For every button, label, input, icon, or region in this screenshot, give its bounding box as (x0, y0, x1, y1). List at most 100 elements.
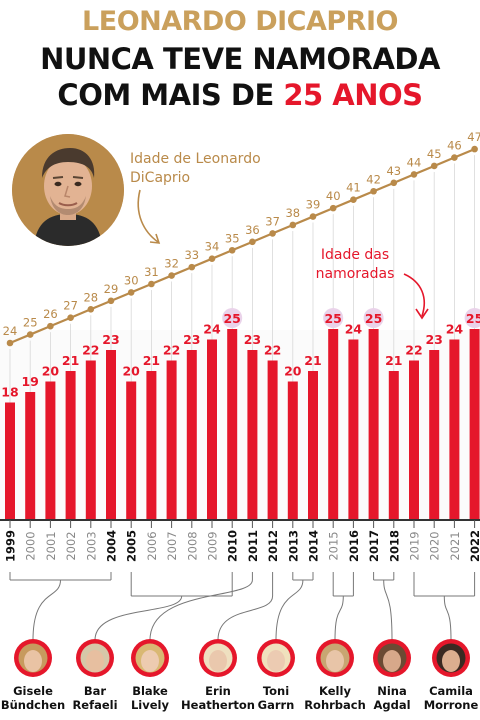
girlfriend-age-label: 22 (264, 343, 281, 358)
leo-age-label: 41 (346, 181, 361, 195)
girlfriend-age-bar (207, 339, 217, 520)
leo-age-label: 36 (245, 223, 260, 237)
kelly-avatar-face (326, 650, 344, 672)
girlfriend-age-bar (267, 360, 278, 520)
x-tick-label: 2004 (105, 530, 119, 562)
girlfriend-age-label: 22 (405, 343, 422, 358)
leo-age-point (6, 339, 14, 347)
leo-age-point (410, 171, 418, 178)
leo-age-point (329, 204, 337, 212)
x-tick-label: 2009 (206, 531, 220, 560)
leo-annotation-arrow (137, 189, 159, 243)
girlfriend-age-label: 20 (42, 364, 60, 379)
leo-age-label: 33 (184, 248, 199, 262)
girlfriend-age-label: 22 (163, 343, 180, 358)
connector-line (383, 579, 393, 641)
headline-line-3: COM MAIS DE 25 ANOS (0, 78, 480, 112)
x-tick-label: 2005 (125, 530, 139, 562)
leo-age-point (148, 280, 155, 288)
x-tick-label: 2015 (327, 531, 341, 560)
girlfriend-age-label: 25 (466, 311, 480, 326)
girlfriend-age-label: 25 (324, 311, 341, 326)
nina-avatar-face (383, 650, 401, 672)
girlfriend-annotation-arrow (403, 273, 426, 317)
leo-age-label: 31 (144, 265, 159, 279)
girlfriend-age-label: 20 (284, 364, 302, 379)
x-tick-label: 2006 (145, 531, 159, 560)
leo-age-point (370, 187, 377, 195)
connector-line (217, 595, 274, 641)
girlfriend-age-label: 22 (82, 343, 99, 358)
x-tick-label: 2010 (226, 530, 240, 562)
leo-age-point (127, 289, 135, 296)
girlfriend-name: Erin Heatherton (181, 684, 255, 712)
girlfriend-age-bar (186, 350, 197, 520)
leo-age-label: 43 (386, 164, 401, 178)
leonardo-portrait (12, 134, 124, 246)
x-tick-label: 2008 (185, 531, 199, 560)
leo-age-label: 26 (43, 307, 58, 321)
girlfriend-annotation-arrowhead (415, 308, 429, 320)
camila-avatar-face (442, 650, 460, 672)
x-tick-label: 2017 (367, 530, 381, 562)
headline-line-1: LEONARDO DICAPRIO (82, 6, 398, 37)
girlfriend-age-bar (106, 350, 116, 520)
leo-age-point (107, 297, 115, 305)
leo-age-point (188, 263, 196, 271)
girlfriend-age-label: 24 (203, 322, 221, 337)
girlfriend-age-bar (348, 339, 359, 520)
headline-line-3-prefix: COM MAIS DE (57, 78, 284, 112)
leo-age-label: 40 (326, 189, 341, 203)
x-tick-label: 2014 (307, 530, 321, 562)
girlfriend-age-bar (469, 329, 480, 520)
max-value-highlight (323, 308, 344, 328)
x-tick-label: 2000 (24, 531, 38, 560)
leo-age-label: 30 (124, 273, 139, 287)
girlfriend-age-label: 23 (183, 332, 200, 347)
girlfriend-age-label: 24 (345, 322, 363, 337)
x-tick-label: 2020 (428, 531, 442, 560)
blake-avatar-face (141, 650, 159, 672)
girlfriend-age-label: 21 (304, 353, 321, 368)
girlfriend-age-bar (126, 381, 137, 520)
girlfriend-age-label: 23 (244, 332, 261, 347)
leo-age-point (47, 322, 54, 330)
leo-age-label: 37 (265, 214, 280, 228)
girlfriend-age-label: 19 (21, 374, 38, 389)
girlfriend-age-label: 25 (365, 311, 382, 326)
gisele-avatar-face (24, 650, 42, 672)
girlfriend-age-bar (429, 350, 440, 520)
leo-age-point (390, 179, 398, 187)
leo-age-label: 35 (225, 231, 240, 245)
girlfriend-age-bar (85, 360, 96, 520)
leo-age-point (168, 272, 175, 279)
leonardo-portrait-drawing (12, 134, 124, 246)
girlfriend-age-label: 23 (425, 332, 442, 347)
girlfriend-age-bar (287, 381, 298, 520)
girlfriend-age-bar (5, 402, 15, 520)
girlfriend-age-label: 24 (446, 322, 464, 337)
leo-age-label: 38 (285, 206, 300, 220)
girlfriend-name: Gisele Bündchen (0, 684, 66, 712)
leo-age-line (9, 148, 476, 345)
x-tick-label: 2022 (468, 530, 480, 562)
girlfriend-name: Blake Lively (130, 684, 169, 712)
girlfriend-age-label: 25 (223, 311, 240, 326)
max-value-highlight (464, 308, 480, 328)
x-tick-label: 2001 (44, 531, 58, 560)
toni-avatar-face (267, 650, 285, 672)
girlfriend-age-bar (409, 360, 419, 520)
leo-age-point (289, 221, 297, 229)
leo-age-point (430, 162, 438, 170)
leo-age-point (350, 196, 357, 203)
connector-line (94, 595, 183, 641)
girlfriend-age-bar (247, 350, 258, 520)
girlfriend-age-label: 23 (102, 332, 119, 347)
girlfriend-age-label: 18 (1, 385, 18, 400)
leo-age-point (87, 305, 95, 313)
x-tick-label: 2013 (286, 530, 300, 562)
x-tick-label: 2021 (448, 531, 462, 560)
girlfriend-age-bar (166, 360, 177, 520)
leo-age-point (67, 314, 74, 322)
